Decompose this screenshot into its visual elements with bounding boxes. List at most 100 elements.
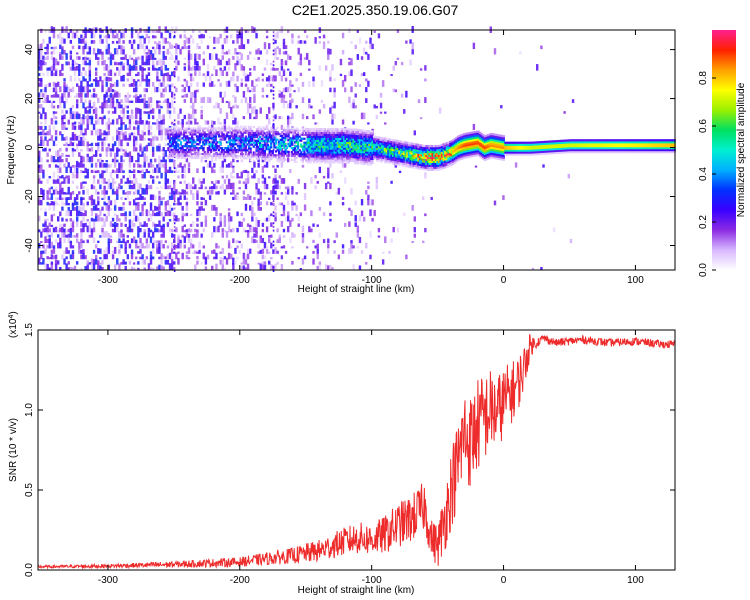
spectrogram-cell	[414, 162, 417, 165]
spectrogram-cell	[101, 224, 104, 227]
spectrogram-cell	[166, 169, 170, 174]
spectrogram-cell	[61, 181, 64, 184]
spectrogram-cell	[116, 91, 119, 98]
spectrogram-cell	[303, 30, 307, 33]
spectrogram-cell	[84, 70, 87, 77]
spectrogram-cell	[213, 47, 216, 50]
spectrogram-cell	[175, 244, 178, 249]
spectrogram-cell	[240, 37, 243, 44]
spectrogram-cell	[109, 52, 113, 55]
spectrogram-cell	[90, 265, 94, 270]
spectrogram-cell	[166, 109, 170, 114]
spectrogram-cell	[232, 135, 235, 138]
spectrogram-cell	[158, 87, 161, 93]
spectrogram-cell	[377, 144, 380, 147]
spectrogram-cell	[107, 264, 111, 270]
spectrogram-cell	[225, 71, 229, 77]
spectrogram-cell	[160, 159, 163, 163]
spectrogram-cell	[86, 144, 89, 152]
spectrogram-cell	[406, 141, 409, 144]
spectrogram-cell	[268, 214, 271, 222]
spectrogram-cell	[90, 83, 94, 87]
spectrogram-cell	[308, 159, 311, 162]
spectrogram-cell	[395, 163, 398, 166]
spectrogram-cell	[145, 256, 149, 260]
spectrogram-cell	[222, 133, 225, 136]
spectrogram-cell	[368, 132, 371, 135]
spectrogram-cell	[219, 150, 222, 154]
spectrogram-cell	[540, 267, 543, 270]
spectrogram-cell	[323, 129, 327, 133]
spectrogram-cell	[316, 139, 319, 142]
spectrogram-cell	[257, 188, 260, 195]
spectrogram-cell	[382, 149, 385, 152]
spectrogram-cell	[173, 202, 176, 206]
spectrogram-cell	[412, 154, 415, 157]
spectrogram-cell	[284, 150, 287, 153]
spectrogram-cell	[71, 86, 75, 93]
spectrogram-cell	[273, 154, 276, 157]
spectrogram-cell	[149, 194, 153, 200]
spectrogram-cell	[224, 137, 227, 140]
spectrogram-cell	[316, 253, 319, 260]
spectrogram-cell	[92, 227, 96, 233]
spectrogram-cell	[339, 157, 342, 160]
spectrogram-cell	[339, 161, 342, 164]
spectrogram-cell	[113, 191, 117, 195]
spectrogram-cell	[316, 135, 319, 138]
spectrogram-cell	[118, 263, 121, 270]
spectrogram-cell	[176, 152, 179, 156]
spectrogram-cell	[189, 139, 192, 142]
spectrogram-cell	[151, 194, 155, 200]
spectrogram-cell	[156, 211, 159, 217]
spectrogram-cell	[395, 159, 398, 162]
spectrogram-cell	[176, 133, 179, 136]
spectrogram-cell	[282, 235, 286, 238]
spectrogram-cell	[262, 149, 265, 153]
spectrogram-cell	[103, 59, 106, 66]
spectrogram-cell	[299, 72, 303, 77]
spectrogram-cell	[67, 210, 70, 217]
spectrogram-cell	[346, 157, 349, 160]
spectrogram-cell	[371, 132, 374, 135]
spectrogram-cell	[73, 121, 77, 125]
spectrogram-cell	[143, 93, 146, 98]
spectrogram-cell	[377, 146, 380, 149]
spectrogram-cell	[192, 177, 195, 184]
spectrogram-cell	[238, 141, 241, 147]
spectrogram-cell	[158, 82, 161, 87]
spectrogram-cell	[274, 130, 278, 133]
spectrogram-cell	[343, 163, 347, 168]
spectrogram-cell	[141, 195, 144, 200]
spectrogram-cell	[338, 155, 341, 158]
spectrogram-cell	[120, 213, 123, 217]
spectrogram-cell	[243, 145, 246, 148]
spectrogram-cell	[344, 143, 347, 146]
spectrogram-cell	[291, 204, 294, 211]
spectrogram-cell	[186, 137, 189, 140]
spectrogram-cell	[65, 53, 68, 60]
spectrogram-cell	[170, 54, 174, 60]
spectrogram-cell	[189, 150, 192, 154]
spectrogram-cell	[156, 164, 159, 168]
spectrogram-cell	[341, 153, 344, 156]
spectrogram-cell	[399, 158, 403, 161]
spectrogram-cell	[349, 142, 352, 145]
spectrogram-cell	[230, 34, 233, 39]
spectrogram-cell	[156, 68, 159, 71]
spectrogram-cell	[385, 151, 388, 154]
spectrogram-cell	[327, 147, 330, 150]
spectrogram-cell	[244, 157, 247, 160]
spectrogram-cell	[356, 29, 360, 33]
spectrogram-cell	[168, 131, 172, 134]
spectrogram-cell	[265, 217, 269, 222]
spectrogram-cell	[195, 131, 198, 134]
spectrogram-cell	[281, 154, 284, 157]
spectrogram-cell	[375, 184, 379, 190]
spectrogram-cell	[173, 160, 176, 168]
spectrogram-cell	[221, 175, 224, 179]
spectrogram-cell	[221, 257, 224, 265]
spectrogram-cell	[254, 141, 257, 144]
spectrogram-cell	[312, 127, 316, 131]
spectrogram-cell	[292, 152, 295, 156]
